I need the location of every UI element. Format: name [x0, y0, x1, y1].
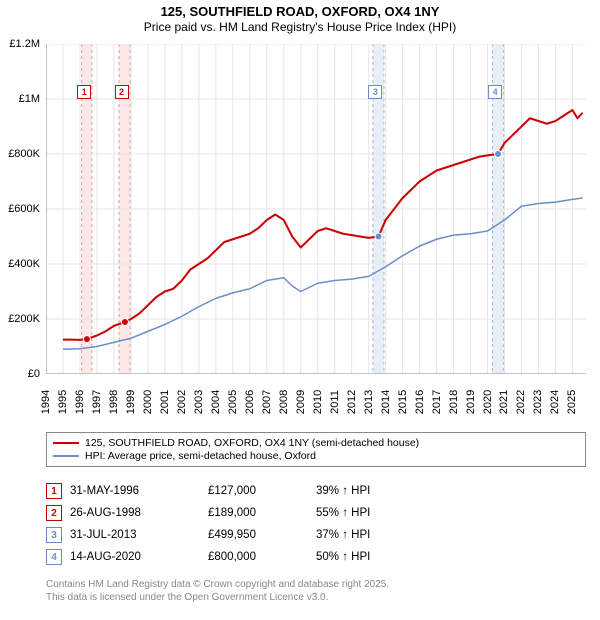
sale-row: 3 31-JUL-2013 £499,950 37% ↑ HPI — [46, 524, 586, 546]
footer-line2: This data is licensed under the Open Gov… — [46, 591, 586, 604]
title-block: 125, SOUTHFIELD ROAD, OXFORD, OX4 1NY Pr… — [0, 0, 600, 36]
x-tick-label: 1999 — [125, 390, 137, 414]
x-tick-label: 2019 — [465, 390, 477, 414]
title-subtitle: Price paid vs. HM Land Registry's House … — [0, 20, 600, 34]
chart-container: 125, SOUTHFIELD ROAD, OXFORD, OX4 1NY Pr… — [0, 0, 600, 620]
sale-marker-box: 3 — [46, 527, 62, 543]
sale-delta: 55% ↑ HPI — [316, 507, 416, 519]
x-tick-label: 2004 — [210, 390, 222, 414]
footer-attribution: Contains HM Land Registry data © Crown c… — [46, 578, 586, 604]
x-tick-label: 1995 — [57, 390, 69, 414]
x-tick-label: 2013 — [363, 390, 375, 414]
x-tick-label: 2018 — [448, 390, 460, 414]
x-tick-label: 2001 — [159, 390, 171, 414]
chart-sale-marker: 3 — [368, 85, 382, 99]
y-tick-label: £600K — [8, 203, 40, 215]
sale-marker-box: 1 — [46, 483, 62, 499]
sale-price: £800,000 — [208, 551, 308, 563]
legend-label: HPI: Average price, semi-detached house,… — [85, 450, 316, 462]
x-tick-label: 1996 — [74, 390, 86, 414]
chart-plot-area: 1 2 3 4 — [46, 44, 586, 374]
y-axis: £0£200K£400K£600K£800K£1M£1.2M — [0, 44, 44, 374]
x-tick-label: 2020 — [482, 390, 494, 414]
legend-item: 125, SOUTHFIELD ROAD, OXFORD, OX4 1NY (s… — [53, 437, 579, 449]
x-tick-label: 2022 — [515, 390, 527, 414]
legend-swatch — [53, 455, 79, 457]
y-tick-label: £400K — [8, 258, 40, 270]
x-tick-label: 2012 — [346, 390, 358, 414]
sale-price: £499,950 — [208, 529, 308, 541]
x-tick-label: 2010 — [312, 390, 324, 414]
legend-swatch — [53, 442, 79, 444]
chart-sale-marker: 4 — [488, 85, 502, 99]
y-tick-label: £1.2M — [9, 38, 40, 50]
legend-label: 125, SOUTHFIELD ROAD, OXFORD, OX4 1NY (s… — [85, 437, 419, 449]
legend-item: HPI: Average price, semi-detached house,… — [53, 450, 579, 462]
sale-delta: 39% ↑ HPI — [316, 485, 416, 497]
sale-marker-box: 2 — [46, 505, 62, 521]
chart-sale-marker: 1 — [77, 85, 91, 99]
x-tick-label: 2017 — [431, 390, 443, 414]
chart-sale-marker: 2 — [115, 85, 129, 99]
x-tick-label: 2006 — [244, 390, 256, 414]
sale-delta: 37% ↑ HPI — [316, 529, 416, 541]
x-tick-label: 2023 — [532, 390, 544, 414]
title-address: 125, SOUTHFIELD ROAD, OXFORD, OX4 1NY — [0, 4, 600, 19]
x-tick-label: 2016 — [414, 390, 426, 414]
x-tick-label: 2002 — [176, 390, 188, 414]
x-tick-label: 2015 — [397, 390, 409, 414]
x-tick-label: 2014 — [380, 390, 392, 414]
x-tick-label: 2021 — [498, 390, 510, 414]
x-tick-label: 1998 — [108, 390, 120, 414]
x-tick-label: 1997 — [91, 390, 103, 414]
x-tick-label: 2009 — [295, 390, 307, 414]
x-tick-label: 2025 — [566, 390, 578, 414]
sale-date: 31-JUL-2013 — [70, 529, 200, 541]
sale-row: 4 14-AUG-2020 £800,000 50% ↑ HPI — [46, 546, 586, 568]
sale-price: £127,000 — [208, 485, 308, 497]
y-tick-label: £800K — [8, 148, 40, 160]
x-tick-label: 2008 — [278, 390, 290, 414]
sales-table: 1 31-MAY-1996 £127,000 39% ↑ HPI 2 26-AUG-199… — [46, 480, 586, 568]
y-tick-label: £200K — [8, 313, 40, 325]
sale-row: 2 26-AUG-1998 £189,000 55% ↑ HPI — [46, 502, 586, 524]
x-tick-label: 2003 — [193, 390, 205, 414]
legend: 125, SOUTHFIELD ROAD, OXFORD, OX4 1NY (s… — [46, 432, 586, 467]
y-tick-label: £1M — [19, 93, 40, 105]
sale-date: 26-AUG-1998 — [70, 507, 200, 519]
x-axis: 1994199519961997199819992000200120022003… — [46, 376, 586, 428]
x-tick-label: 2024 — [549, 390, 561, 414]
sale-date: 14-AUG-2020 — [70, 551, 200, 563]
footer-line1: Contains HM Land Registry data © Crown c… — [46, 578, 586, 591]
x-tick-label: 2011 — [329, 390, 341, 414]
sale-price: £189,000 — [208, 507, 308, 519]
sale-row: 1 31-MAY-1996 £127,000 39% ↑ HPI — [46, 480, 586, 502]
sale-date: 31-MAY-1996 — [70, 485, 200, 497]
x-tick-label: 1994 — [40, 390, 52, 414]
sale-delta: 50% ↑ HPI — [316, 551, 416, 563]
x-tick-label: 2000 — [142, 390, 154, 414]
y-tick-label: £0 — [28, 368, 40, 380]
sale-marker-box: 4 — [46, 549, 62, 565]
x-tick-label: 2005 — [227, 390, 239, 414]
x-tick-label: 2007 — [261, 390, 273, 414]
